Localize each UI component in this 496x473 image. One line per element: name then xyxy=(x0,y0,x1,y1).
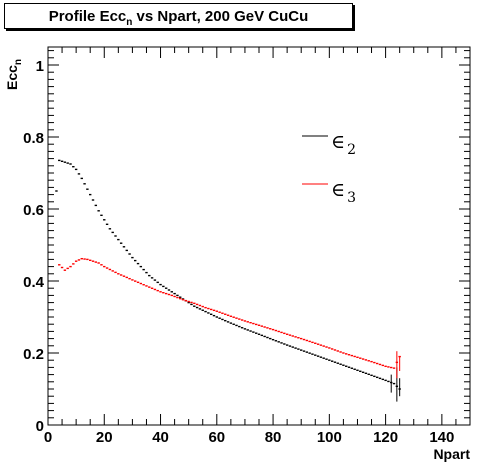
title-box: Profile Eccn vs Npart, 200 GeV CuCu xyxy=(4,3,353,29)
series-layer xyxy=(55,159,401,402)
legend-subscript-e3: 3 xyxy=(347,190,356,206)
chart-title-rest: vs Npart, 200 GeV CuCu xyxy=(132,8,309,25)
tick-labels: 0 20 40 60 80 100 120 140 0 0.2 0.4 0.6 0.8 1 xyxy=(23,58,454,446)
y-tick-label: 0.2 xyxy=(23,346,44,363)
chart-title-main: Profile Ecc xyxy=(48,8,127,25)
y-axis-label-subscript: n xyxy=(13,59,24,65)
x-tick-label: 100 xyxy=(317,429,342,446)
legend-subscript-e2: 2 xyxy=(347,142,356,158)
x-tick-label: 80 xyxy=(265,429,282,446)
series-e3 xyxy=(58,257,401,379)
series-e2 xyxy=(55,159,401,402)
y-tick-label: 0.8 xyxy=(23,130,44,147)
legend-symbol-e3: ∈ xyxy=(331,179,345,201)
x-tick-label: 20 xyxy=(96,429,113,446)
legend: ∈ 2 ∈ 3 xyxy=(302,131,356,206)
y-axis-label-main: Ecc xyxy=(4,65,20,90)
legend-symbol-e2: ∈ xyxy=(331,131,345,153)
x-tick-label: 120 xyxy=(373,429,398,446)
legend-label-e3: ∈ 3 xyxy=(331,179,356,206)
y-tick-label: 0.4 xyxy=(23,274,45,291)
x-axis-label: Npart xyxy=(433,446,470,462)
chart-title: Profile Eccn vs Npart, 200 GeV CuCu xyxy=(5,8,352,28)
chart-title-subscript: n xyxy=(126,17,133,28)
legend-label-e2: ∈ 2 xyxy=(331,131,356,158)
x-tick-label: 40 xyxy=(152,429,169,446)
x-tick-label: 0 xyxy=(44,429,52,446)
axis-ticks xyxy=(47,47,471,426)
y-tick-label: 0 xyxy=(36,418,44,435)
plot-frame xyxy=(47,46,471,426)
y-tick-label: 1 xyxy=(36,58,44,75)
y-axis-label: Eccn xyxy=(4,59,24,90)
x-tick-label: 140 xyxy=(429,429,454,446)
x-tick-label: 60 xyxy=(208,429,225,446)
y-tick-label: 0.6 xyxy=(23,202,44,219)
